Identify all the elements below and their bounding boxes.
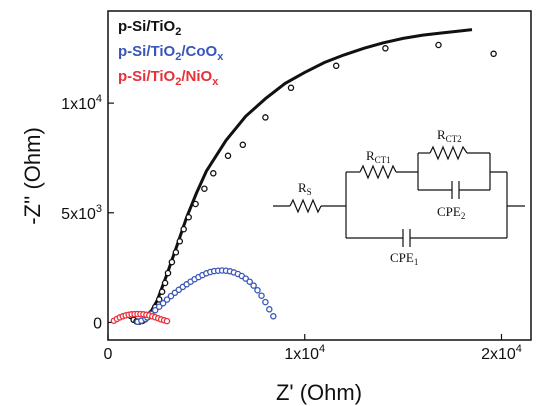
data-point-series-1 <box>159 299 167 307</box>
circuit-label-rct1: RCT1 <box>366 148 391 165</box>
data-point-series-0 <box>172 249 180 256</box>
equivalent-circuit <box>273 145 525 247</box>
data-point-series-0 <box>180 225 187 233</box>
data-point-series-0 <box>210 170 217 177</box>
data-point-series-1 <box>250 282 257 289</box>
circuit-label-cpe1: CPE1 <box>390 250 418 267</box>
data-point-series-0 <box>239 141 247 149</box>
data-point-series-1 <box>167 292 175 300</box>
data-point-series-0 <box>155 296 163 303</box>
legend-entry: p-Si/TiO2/CoOx <box>118 43 224 63</box>
data-point-series-0 <box>287 84 295 92</box>
x-axis-title: Z' (Ohm) <box>276 380 362 405</box>
data-point-series-0 <box>168 258 176 266</box>
circuit-label-rct2: RCT2 <box>437 127 462 144</box>
plot-frame <box>107 10 532 341</box>
data-point-series-0 <box>382 45 389 52</box>
data-point-series-0 <box>185 213 192 221</box>
data-point-series-0 <box>262 114 269 121</box>
data-point-series-1 <box>246 278 253 285</box>
data-point-series-0 <box>435 41 442 49</box>
data-point-series-0 <box>201 185 208 192</box>
data-point-series-0 <box>161 279 169 287</box>
x-tick-label: 1x104 <box>284 343 325 363</box>
y-axis-title: -Z'' (Ohm) <box>20 127 45 225</box>
data-point-series-0 <box>224 152 232 160</box>
rct1-resistor <box>359 164 397 180</box>
data-point-series-1 <box>258 292 265 299</box>
data-point-series-0 <box>192 200 199 208</box>
data-point-series-1 <box>155 303 163 310</box>
legend: p-Si/TiO2 p-Si/TiO2/CoOx p-Si/TiO2/NiOx <box>118 18 224 88</box>
circuit-label-cpe2: CPE2 <box>437 204 465 221</box>
axis-ticks: 0 1x104 2x104 0 5x103 1x104 <box>61 93 522 363</box>
rct2-resistor <box>429 145 468 161</box>
data-point-series-0 <box>164 269 172 277</box>
y-tick-label: 1x104 <box>61 93 102 113</box>
data-point-series-0 <box>490 50 497 58</box>
data-point-series-0 <box>332 62 340 70</box>
data-point-series-2 <box>163 317 171 325</box>
data-point-series-1 <box>266 306 273 313</box>
data-point-series-1 <box>151 306 159 314</box>
series-layer <box>110 28 497 326</box>
data-point-series-1 <box>270 313 277 320</box>
x-tick-label: 0 <box>104 346 113 363</box>
x-tick-label: 2x104 <box>481 343 522 363</box>
data-point-series-1 <box>254 286 261 294</box>
y-tick-label: 5x103 <box>61 203 102 223</box>
legend-entry: p-Si/TiO2/NiOx <box>118 68 219 88</box>
data-point-series-1 <box>262 298 269 306</box>
data-point-series-1 <box>163 296 171 303</box>
rs-resistor <box>289 198 322 214</box>
data-point-series-0 <box>158 288 166 295</box>
legend-entry: p-Si/TiO2 <box>118 18 181 38</box>
y-tick-label: 0 <box>93 315 102 332</box>
circuit-label-rs: RS <box>298 180 312 197</box>
data-point-series-0 <box>176 238 184 245</box>
circuit-labels: RS RCT1 RCT2 CPE2 CPE1 <box>298 127 465 267</box>
